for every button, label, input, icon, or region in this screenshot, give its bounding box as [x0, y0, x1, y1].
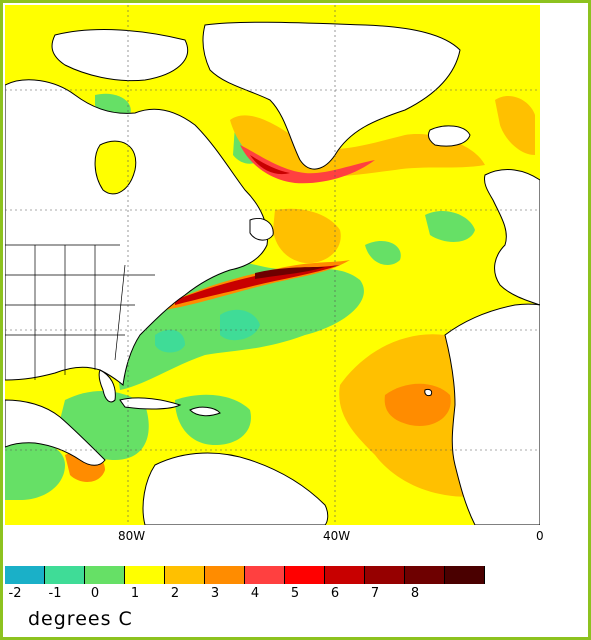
cuba [119, 397, 182, 410]
colorbar-swatch [245, 566, 285, 584]
colorbar-tick-label: 6 [330, 586, 340, 601]
colorbar-swatch [405, 566, 445, 584]
colorbar-swatch [445, 566, 485, 584]
colorbar-tick-label: 3 [210, 586, 220, 601]
colorbar-swatch [5, 566, 45, 584]
florida [98, 369, 116, 403]
colorbar-tick-label: 0 [90, 586, 100, 601]
hudson-bay-water [94, 140, 137, 195]
colorbar-swatch [45, 566, 85, 584]
colorbar-swatch [125, 566, 165, 584]
colorbar-swatch [285, 566, 325, 584]
south-america [142, 452, 329, 525]
colorbar-swatch [365, 566, 405, 584]
africa [444, 303, 540, 525]
colorbar-tick-label: -2 [8, 586, 22, 601]
colorbar-tick-label: 4 [250, 586, 260, 601]
map-svg [5, 5, 540, 525]
canary-islands [424, 388, 433, 397]
colorbar-tick-label: 7 [370, 586, 380, 601]
newfoundland [249, 218, 274, 241]
hispaniola [189, 406, 221, 417]
greenland [202, 21, 461, 170]
canada-arctic-islands [51, 29, 188, 82]
colorbar-units: degrees C [28, 608, 133, 630]
colorbar-tick-label: 8 [410, 586, 420, 601]
colorbar-swatch [165, 566, 205, 584]
colorbar-tick-label: -1 [48, 586, 62, 601]
colorbar-swatch [205, 566, 245, 584]
iceland [427, 125, 471, 147]
central-america [5, 399, 106, 466]
colorbar-tick-label: 5 [290, 586, 300, 601]
colorbar-tick-label: 1 [130, 586, 140, 601]
longitude-label-80w: 80W [118, 529, 146, 543]
colorbar-tick-label: 2 [170, 586, 180, 601]
longitude-label-40w: 40W [323, 529, 351, 543]
graticule [5, 5, 540, 525]
sst-anomaly-map [5, 5, 540, 525]
europe [484, 169, 540, 306]
state-borders [5, 244, 155, 380]
colorbar-swatch [85, 566, 125, 584]
land-masses [5, 21, 540, 525]
colorbar-swatch [325, 566, 365, 584]
longitude-label-0: 0 [536, 529, 544, 543]
